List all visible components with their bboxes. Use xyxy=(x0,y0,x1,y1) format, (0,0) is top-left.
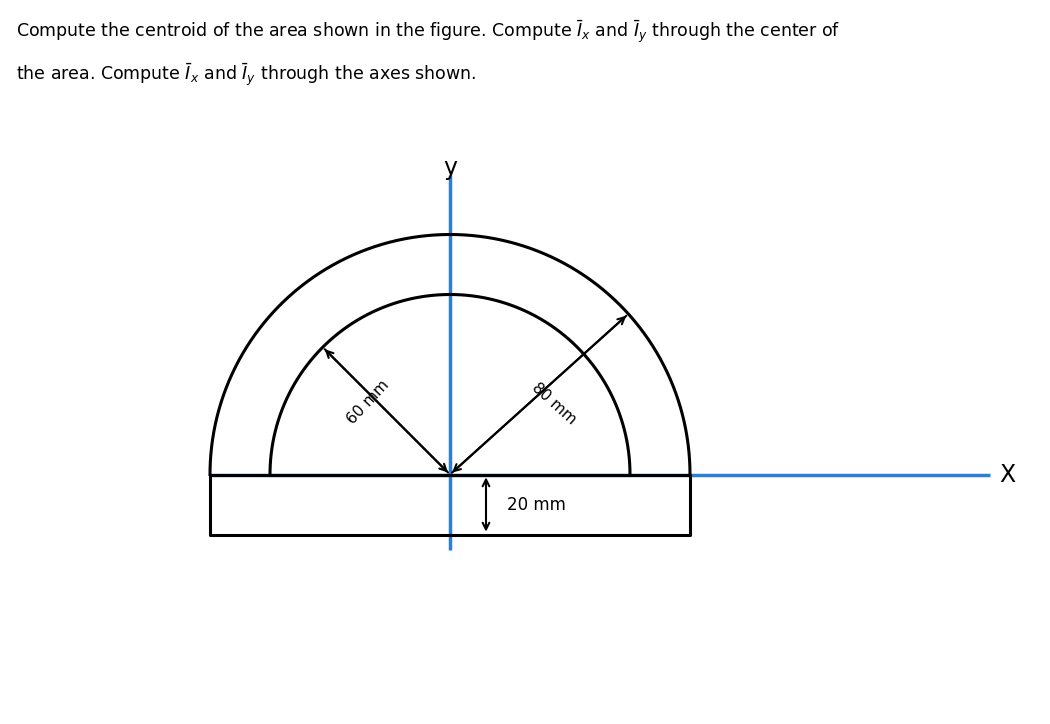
Text: y: y xyxy=(443,156,457,180)
Text: 20 mm: 20 mm xyxy=(507,495,566,513)
Text: Compute the centroid of the area shown in the figure. Compute $\bar{I}_x$ and $\: Compute the centroid of the area shown i… xyxy=(16,18,840,45)
Text: X: X xyxy=(999,463,1015,487)
Text: 60 mm: 60 mm xyxy=(344,377,393,426)
Text: the area. Compute $\bar{I}_x$ and $\bar{I}_y$ through the axes shown.: the area. Compute $\bar{I}_x$ and $\bar{… xyxy=(16,62,476,88)
Text: 80 mm: 80 mm xyxy=(529,379,580,427)
